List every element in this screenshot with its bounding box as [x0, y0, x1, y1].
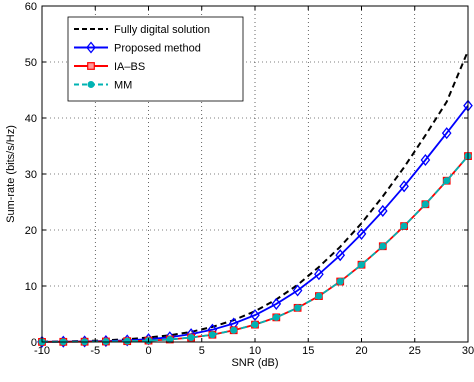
proposed-method-marker — [314, 268, 324, 281]
proposed-method-marker — [377, 204, 388, 218]
mm-marker — [294, 304, 302, 312]
legend-ia-bs-marker — [87, 62, 95, 70]
legend-item-mm: MM — [74, 80, 132, 92]
mm-marker — [336, 278, 344, 286]
mm-marker — [358, 261, 365, 269]
proposed-method-marker — [420, 153, 431, 167]
mm-marker — [123, 337, 131, 345]
y-tick-label: 50 — [25, 57, 37, 69]
mm-marker — [443, 177, 451, 185]
proposed-method-marker — [335, 249, 346, 262]
y-axis-label: Sum-rate (bits/s/Hz) — [5, 125, 17, 223]
proposed-method-marker — [250, 309, 260, 322]
x-tick-label: -10 — [34, 345, 50, 357]
mm-marker — [230, 326, 238, 334]
mm-marker — [272, 313, 280, 321]
y-tick-label: 60 — [25, 1, 37, 13]
x-tick-label: 5 — [199, 345, 205, 357]
y-tick-label: 30 — [25, 169, 37, 181]
legend-label-fully-digital-solution: Fully digital solution — [114, 24, 210, 36]
x-tick-label: 30 — [462, 345, 474, 357]
legend-item-ia-bs: IA–BS — [74, 61, 145, 73]
y-tick-label: 20 — [25, 225, 37, 237]
legend-label-mm: MM — [114, 80, 132, 92]
y-tick-label: 40 — [25, 113, 37, 125]
x-tick-label: 10 — [249, 345, 261, 357]
legend-mm-marker — [87, 81, 95, 88]
y-tick-label: 0 — [31, 337, 37, 349]
mm-marker — [208, 331, 216, 339]
x-tick-label: -5 — [90, 345, 100, 357]
proposed-method-marker — [271, 297, 282, 310]
legend-item-proposed-method: Proposed method — [74, 41, 201, 55]
legend-label-ia-bs: IA–BS — [114, 61, 145, 73]
x-tick-label: 0 — [145, 345, 151, 357]
x-tick-label: 25 — [409, 345, 421, 357]
mm-marker — [421, 200, 429, 208]
legend-item-fully-digital-solution: Fully digital solution — [74, 24, 210, 36]
legend-label-proposed-method: Proposed method — [114, 43, 201, 55]
mm-marker — [187, 334, 195, 342]
proposed-method-marker — [399, 180, 409, 193]
proposed-method-marker — [356, 227, 367, 240]
y-tick-label: 10 — [25, 281, 37, 293]
mm-marker — [400, 222, 408, 230]
x-tick-label: 20 — [355, 345, 367, 357]
proposed-method-marker — [292, 284, 303, 297]
x-axis-label: SNR (dB) — [231, 357, 278, 369]
mm-marker — [102, 337, 110, 345]
x-tick-label: 15 — [302, 345, 314, 357]
legend-box — [67, 16, 244, 102]
legend-proposed-method-marker — [86, 41, 96, 54]
legend: Fully digital solution Proposed method IA–… — [67, 16, 244, 102]
proposed-method-marker — [441, 127, 452, 140]
mm-marker — [379, 242, 387, 250]
mm-marker — [251, 321, 259, 329]
mm-marker — [315, 292, 323, 300]
tick-layer: -10 -5 0 5 10 15 20 25 30 0 10 20 30 40 50 60 — [25, 1, 474, 357]
